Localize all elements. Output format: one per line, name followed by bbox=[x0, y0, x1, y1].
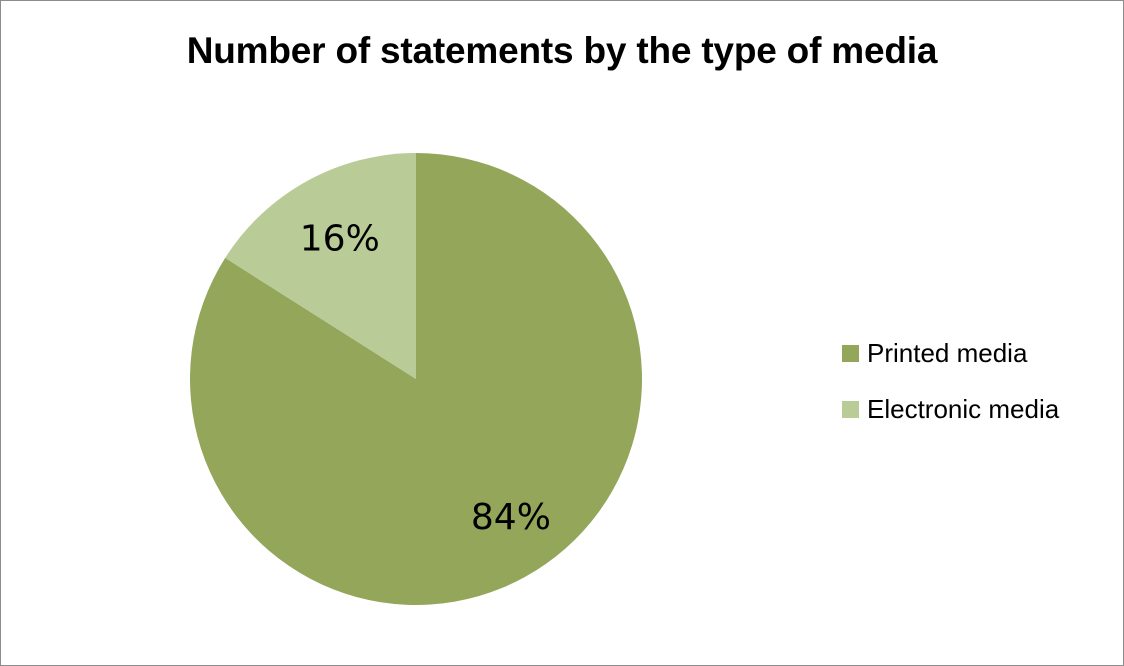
chart-title: Number of statements by the type of medi… bbox=[186, 30, 938, 71]
legend-swatch-printed-media bbox=[842, 344, 859, 362]
pie-slice-electronic-media bbox=[225, 153, 416, 379]
legend-label-electronic-media: Electronic media bbox=[867, 393, 1060, 424]
pie-data-labels: 84% 16% bbox=[300, 218, 551, 538]
legend-item-printed-media: Printed media bbox=[842, 333, 1059, 373]
legend-item-electronic-media: Electronic media bbox=[842, 389, 1059, 429]
data-label-printed-media: 84% bbox=[471, 497, 551, 538]
data-label-electronic-media: 16% bbox=[300, 218, 380, 259]
pie-slices bbox=[189, 153, 642, 606]
legend: Printed media Electronic media bbox=[842, 333, 1059, 445]
legend-swatch-electronic-media bbox=[842, 400, 859, 418]
legend-label-printed-media: Printed media bbox=[867, 337, 1028, 368]
pie-slice-printed-media bbox=[189, 153, 642, 606]
